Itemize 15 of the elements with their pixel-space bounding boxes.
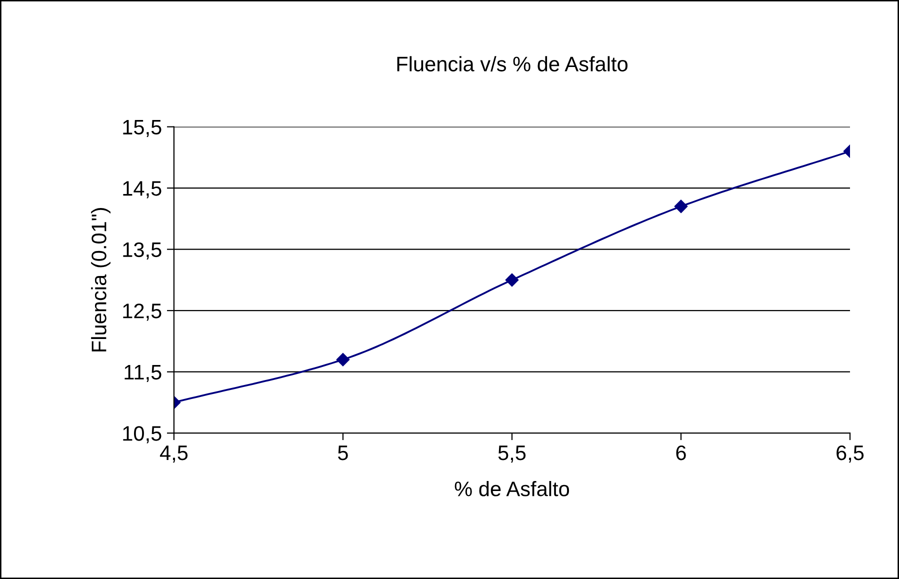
chart-title: Fluencia v/s % de Asfalto [397, 56, 628, 72]
x-axis-title: % de Asfalto [454, 480, 570, 496]
x-tick-label: 5 [338, 446, 348, 460]
x-tick-label: 6 [676, 445, 686, 460]
y-tick-label: 15,5 [123, 120, 162, 138]
x-tick-label: 5,5 [498, 446, 526, 463]
point [505, 273, 519, 287]
y-tick-label: 12,5 [123, 304, 162, 321]
x-tick-label: 4,5 [160, 446, 188, 463]
y-axis-title: Fluencia (0.01") [91, 208, 110, 352]
y-tick-label: 13,5 [123, 242, 162, 260]
y-tick-label: 10,5 [123, 426, 162, 444]
x-tick-label: 6,5 [836, 445, 864, 463]
y-tick-label: 14,5 [123, 181, 162, 198]
y-tick-label: 11,5 [124, 365, 162, 382]
